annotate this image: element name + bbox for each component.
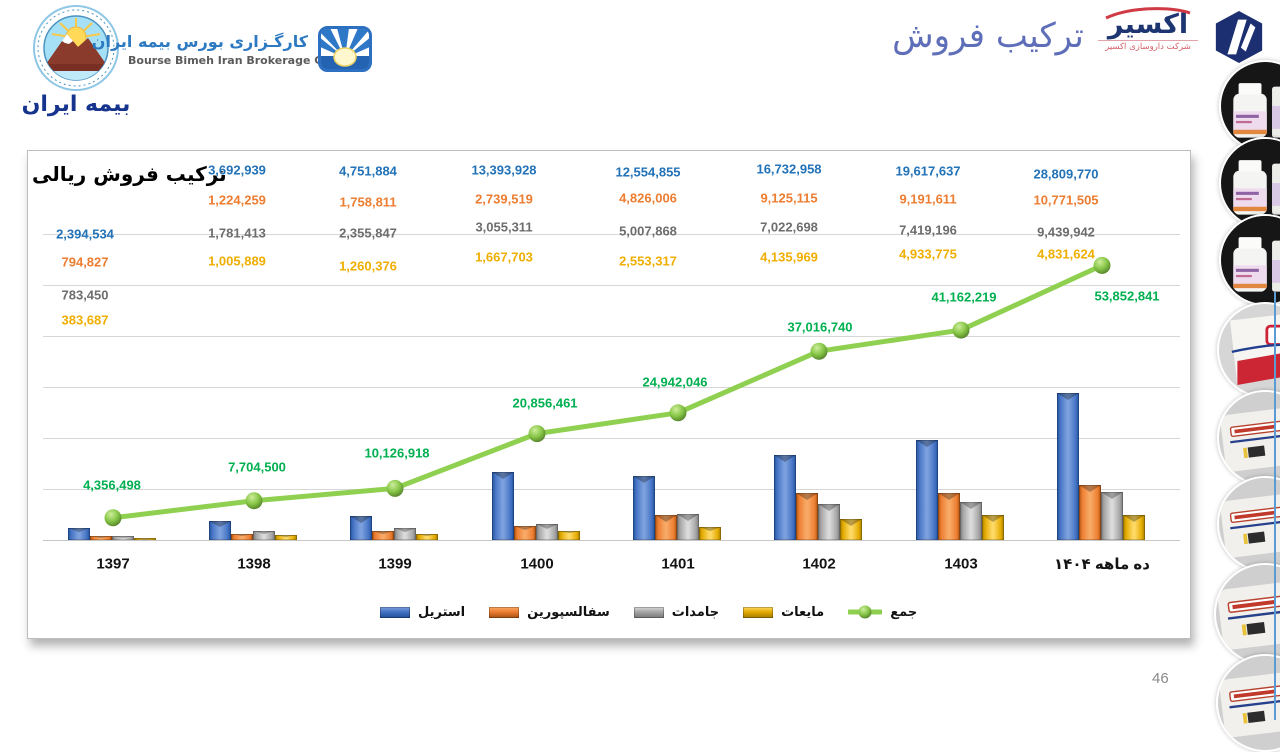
chart-panel <box>27 150 1191 639</box>
chart-legend: استریل سفالسپورین جامدات مایعات جمع <box>380 601 917 623</box>
legend-line-marker-icon <box>848 605 883 619</box>
brokerage-logo: کارگـزاری بورس بیمه ایران Bourse Bimeh I… <box>91 26 372 72</box>
slide-title: ترکیب فروش <box>892 16 1084 56</box>
exir-logo: اکسیر شرکت داروسازی اکسیر <box>1098 7 1198 52</box>
bimeh-iran-logo: بیمه ایران <box>20 4 132 117</box>
brokerage-title-fa: کارگـزاری بورس بیمه ایران <box>91 31 308 51</box>
product-photo-circle <box>1219 137 1280 229</box>
exir-wordmark: اکسیر <box>1107 9 1189 40</box>
legend-item-جامدات: جامدات <box>633 604 720 620</box>
legend-item-استریل: استریل <box>380 605 465 620</box>
legend-swatch-استریل <box>380 606 410 618</box>
legend-item-جمع: جمع <box>848 604 917 620</box>
legend-swatch-مایعات <box>743 606 774 618</box>
legend-label: جمع <box>890 604 918 620</box>
legend-label: مایعات <box>781 604 825 620</box>
exir-subtitle: شرکت داروسازی اکسیر <box>1098 39 1198 52</box>
product-photo-circle <box>1217 390 1280 486</box>
bimeh-iran-emblem-icon <box>33 5 119 91</box>
brokerage-sun-icon <box>318 26 372 72</box>
legend-swatch-جامدات <box>633 606 664 618</box>
legend-label: سفالسپورین <box>527 604 610 620</box>
legend-swatch-سفالسپورین <box>489 606 520 618</box>
page-number: 46 <box>1152 670 1169 687</box>
legend-label: استریل <box>418 604 466 620</box>
chart-title: ترکیب فروش ریالی <box>32 162 227 186</box>
legend-item-سفالسپورین: سفالسپورین <box>489 605 610 620</box>
brokerage-title-en: Bourse Bimeh Iran Brokerage Co. <box>128 53 335 67</box>
legend-label: جامدات <box>671 604 720 620</box>
product-photo-circle <box>1217 302 1280 398</box>
strip-accent-line <box>1274 292 1276 720</box>
product-photo-circle <box>1217 476 1280 572</box>
product-photo-circle <box>1214 563 1280 665</box>
product-photo-circle <box>1216 654 1280 752</box>
bimeh-iran-wordmark: بیمه ایران <box>21 92 131 117</box>
company-hexagon-icon <box>1215 10 1263 64</box>
legend-item-مایعات: مایعات <box>743 605 824 620</box>
exir-swoosh-icon <box>1105 7 1191 20</box>
product-photo-circle <box>1219 60 1280 152</box>
product-photo-circle <box>1219 214 1280 306</box>
